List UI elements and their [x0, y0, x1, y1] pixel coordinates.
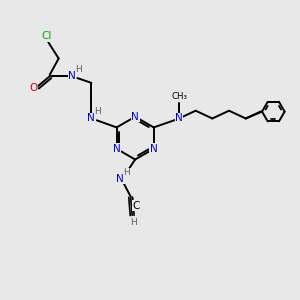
Text: N: N — [68, 71, 76, 81]
Text: H: H — [94, 107, 101, 116]
Text: N: N — [116, 174, 124, 184]
Text: N: N — [113, 144, 121, 154]
Text: N: N — [175, 113, 183, 124]
Text: O: O — [30, 83, 38, 93]
Text: H: H — [123, 168, 130, 177]
Text: N: N — [88, 113, 95, 124]
Text: C: C — [132, 201, 140, 211]
Text: H: H — [75, 65, 82, 74]
Text: CH₃: CH₃ — [172, 92, 188, 101]
Text: H: H — [130, 218, 137, 227]
Text: Cl: Cl — [42, 31, 52, 41]
Text: N: N — [131, 112, 139, 122]
Text: N: N — [150, 144, 158, 154]
